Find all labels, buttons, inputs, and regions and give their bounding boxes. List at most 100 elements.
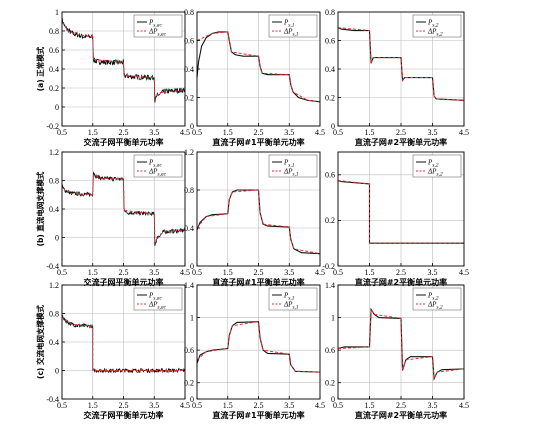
legend-label: ΔPs,2 [427,168,443,178]
y-tick-label: -0.2 [322,262,335,271]
y-tick-label: 0.6 [325,36,335,45]
x-tick-label: 4.5 [180,128,190,137]
y-tick-label: 0.8 [184,8,194,17]
legend-name: ΔP [148,168,158,176]
y-tick-label: 0 [190,395,194,404]
y-tick-label: 0.6 [184,36,194,45]
x-tick-label: 1.5 [88,401,98,410]
x-tick-label: 2.5 [119,401,129,410]
x-tick-label: 1.5 [365,128,375,137]
y-tick-label: 1.4 [325,281,335,290]
legend-subscript: s,ac [157,32,166,38]
y-tick-label: 0.6 [325,346,335,355]
legend-subscript: s,1 [292,172,299,178]
legend-label: Ps,1 [283,292,295,302]
chart-panel-c3: 0.5 1.5 2.5 3.5 4.5 0 0.2 0.6 1 1.4 直流子网#2平衡单元功率 Ps… [325,281,469,420]
y-tick-label: -0.4 [46,262,59,271]
legend-subscript: s,2 [436,172,443,178]
series-line-reference [337,307,465,381]
legend-subscript: s,1 [288,163,295,169]
legend-label: Ps,2 [427,19,439,29]
chart-panel-c2: 0.5 1.5 2.5 3.5 4.5 0 0.2 0.6 1 1.4 直流子网#1平衡单元功率 Ps… [184,281,325,420]
y-tick-label: 1.4 [184,281,194,290]
legend-label: ΔPs,ac [148,28,167,38]
x-tick-label: 2.5 [119,128,129,137]
x-tick-label: 4.5 [315,268,325,277]
legend-label: Ps,2 [427,159,439,169]
y-tick-label: 0 [55,103,59,112]
legend-subscript: s,2 [432,163,439,169]
legend-subscript: s,ac [157,172,166,178]
x-tick-label: 3.5 [284,128,294,137]
legend-label: ΔPs,ac [148,168,167,178]
x-tick-label: 1.5 [365,401,375,410]
chart-panel-a1: 0.5 1.5 2.5 3.5 4.5 -0.2 0 0.2 0.4 0.6 0.8 1 交流子网平衡单… [46,8,190,147]
x-tick-label: 1.5 [88,268,98,277]
y-tick-label: 0.6 [184,346,194,355]
y-tick-label: 0 [331,395,335,404]
y-tick-label: 0.2 [325,93,335,102]
x-tick-label: 0.5 [192,401,202,410]
legend-subscript: s,2 [432,23,439,29]
x-tick-label: 2.5 [254,128,264,137]
legend-label: Ps,1 [283,159,295,169]
x-tick-label: 3.5 [149,128,159,137]
x-tick-label: 0.5 [333,128,343,137]
y-tick-label: 0 [55,233,59,242]
x-tick-label: 0.5 [57,401,67,410]
y-tick-label: 0.8 [325,8,335,17]
legend-label: Ps,ac [148,292,163,302]
legend-label: ΔPs,2 [427,28,443,38]
x-axis-label: 交流子网平衡单元功率 [84,277,164,287]
legend-subscript: s,2 [436,305,443,311]
legend-label: Ps,ac [148,159,163,169]
chart-panel-a3: 0.5 1.5 2.5 3.5 4.5 0 0.2 0.4 0.6 0.8 直流子网#2平衡单元功率… [325,8,469,147]
series-line-actual [196,31,321,103]
y-tick-label: 0.4 [325,65,335,74]
row-label: (b) 直流电网支撑模式 [35,171,45,246]
y-tick-label: 0.2 [184,379,194,388]
legend-label: ΔPs,ac [148,301,167,311]
y-tick-label: 1 [331,313,335,322]
y-tick-label: 0.8 [49,309,59,318]
series-line-reference [196,321,321,373]
x-tick-label: 3.5 [284,268,294,277]
chart-panel-c1: 0.5 1.5 2.5 3.5 4.5 -0.4 0 0.4 0.8 1.2 交流子网平衡单元功率 P… [46,281,190,420]
y-tick-label: 0.8 [184,186,194,195]
legend-subscript: s,ac [153,163,162,169]
x-tick-label: 3.5 [428,268,438,277]
x-axis-label: 直流子网#2平衡单元功率 [355,137,447,147]
x-tick-label: 1.5 [88,128,98,137]
legend-label: ΔPs,1 [283,28,299,38]
legend-subscript: s,1 [292,32,299,38]
chart-panel-b1: 0.5 1.5 2.5 3.5 4.5 -0.4 0 0.4 0.8 1.2 交流子网平衡单元功率 P… [46,148,190,287]
x-tick-label: 1.5 [223,128,233,137]
x-tick-label: 1.5 [223,401,233,410]
y-tick-label: 1.2 [184,148,194,157]
legend-subscript: s,1 [288,23,295,29]
legend-name: ΔP [283,28,293,36]
y-tick-label: 0.6 [325,171,335,180]
chart-panel-a2: 0.5 1.5 2.5 3.5 4.5 0 0.2 0.4 0.6 0.8 直流子网#1平衡单元功率… [184,8,325,147]
legend-name: ΔP [148,28,158,36]
y-tick-label: 0.2 [325,216,335,225]
y-tick-label: 0.4 [49,65,59,74]
legend-subscript: s,1 [288,296,295,302]
x-tick-label: 2.5 [254,401,264,410]
y-tick-label: 1 [55,8,59,17]
series-line-reference [196,31,321,103]
legend-subscript: s,2 [436,32,443,38]
y-tick-label: 0.8 [49,27,59,36]
legend-name: P [148,292,154,300]
y-tick-label: 0 [190,122,194,131]
x-tick-label: 2.5 [396,401,406,410]
y-tick-label: 1.2 [49,148,59,157]
y-tick-label: 0.2 [184,93,194,102]
x-axis-label: 直流子网#2平衡单元功率 [355,277,447,287]
x-tick-label: 4.5 [180,268,190,277]
x-tick-label: 2.5 [119,268,129,277]
row-label: (c) 交流电网支撑模式 [35,305,45,379]
legend-label: ΔPs,2 [427,301,443,311]
y-tick-label: -0.2 [46,122,59,131]
y-tick-label: 0.4 [49,338,59,347]
